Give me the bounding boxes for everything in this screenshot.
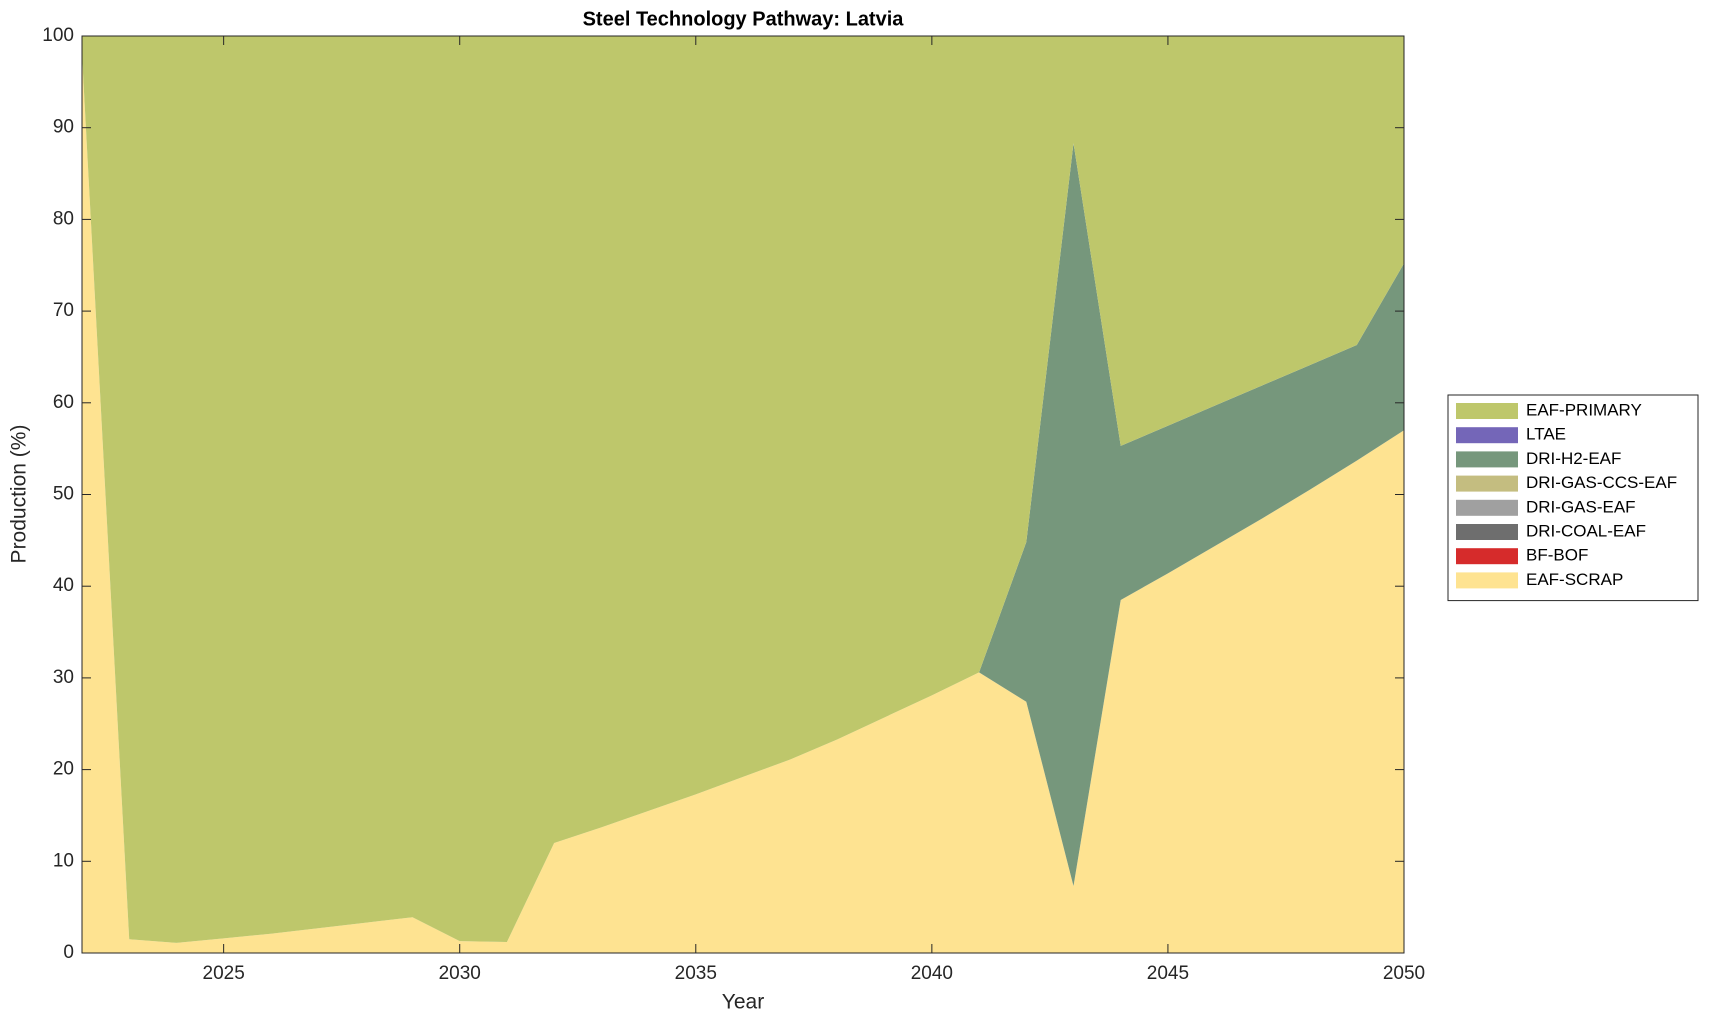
legend-swatch: [1456, 451, 1518, 468]
legend-swatch: [1456, 475, 1518, 492]
legend-swatch: [1456, 499, 1518, 516]
legend-label: DRI-GAS-EAF: [1526, 497, 1636, 516]
y-tick-label: 80: [53, 208, 74, 229]
area: [82, 36, 1404, 943]
y-tick-label: 40: [53, 575, 74, 596]
legend-swatch: [1456, 427, 1518, 444]
y-tick-label: 100: [42, 25, 74, 46]
legend-label: EAF-PRIMARY: [1526, 400, 1642, 419]
y-tick-label: 20: [53, 759, 74, 780]
legend-label: DRI-H2-EAF: [1526, 449, 1621, 468]
legend-swatch: [1456, 548, 1518, 565]
x-axis-label: Year: [722, 991, 764, 1014]
legend-swatch: [1456, 572, 1518, 589]
legend-label: EAF-SCRAP: [1526, 570, 1623, 589]
y-tick-label: 50: [53, 484, 74, 505]
x-tick-label: 2030: [439, 963, 481, 984]
y-tick-label: 70: [53, 300, 74, 321]
y-axis-label: Production (%): [8, 425, 31, 564]
y-tick-label: 30: [53, 667, 74, 688]
legend-label: DRI-GAS-CCS-EAF: [1526, 473, 1677, 492]
x-tick-label: 2040: [911, 963, 953, 984]
area: [82, 54, 1404, 953]
y-tick-label: 90: [53, 117, 74, 138]
legend-swatch: [1456, 403, 1518, 419]
legend-label: BF-BOF: [1526, 546, 1588, 565]
x-tick-label: 2050: [1383, 963, 1425, 984]
legend-swatch: [1456, 524, 1518, 540]
chart-title: Steel Technology Pathway: Latvia: [583, 8, 905, 30]
legend-label: LTAE: [1526, 425, 1566, 444]
x-tick-label: 2025: [203, 963, 245, 984]
y-tick-label: 0: [63, 942, 74, 963]
x-tick-label: 2045: [1147, 963, 1189, 984]
area: [82, 54, 1404, 943]
y-tick-label: 10: [53, 850, 74, 871]
x-tick-label: 2035: [675, 963, 717, 984]
y-tick-label: 60: [53, 392, 74, 413]
legend-label: DRI-COAL-EAF: [1526, 521, 1646, 540]
